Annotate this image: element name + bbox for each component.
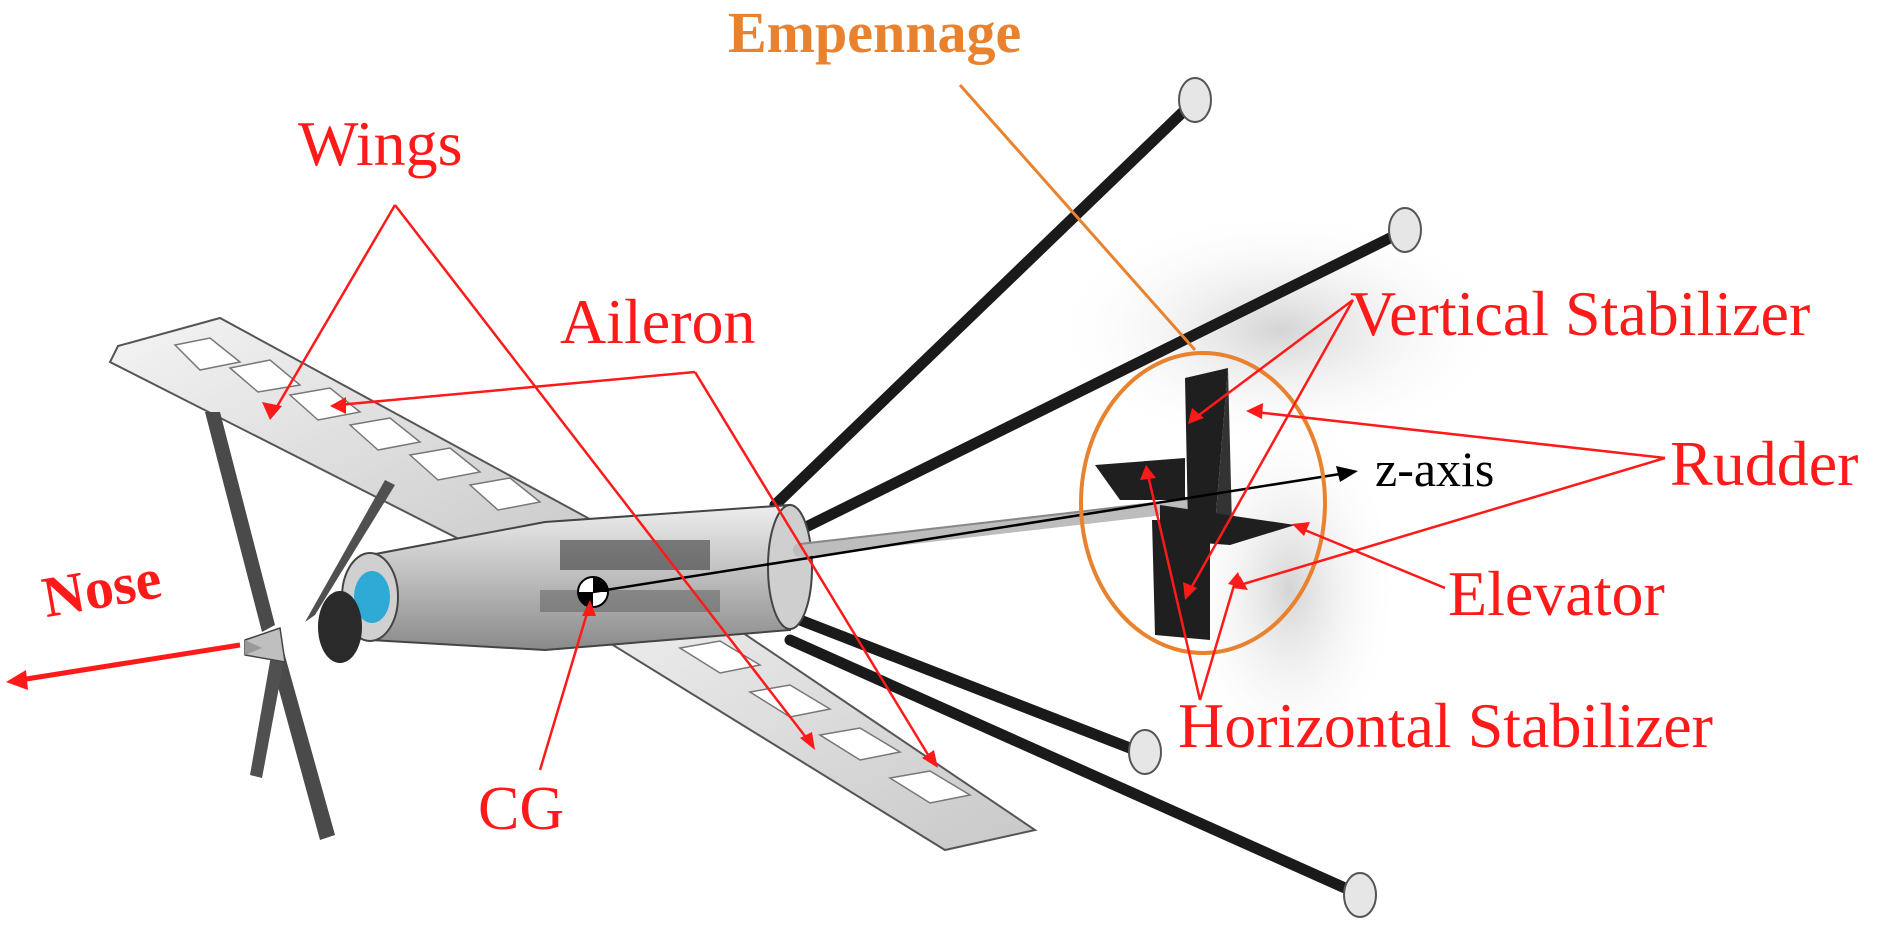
background-shadow [1050, 210, 1510, 450]
leader-lines [19, 204, 1666, 771]
empennage-marker [958, 84, 1327, 655]
support-rods [769, 77, 1422, 918]
label-empennage: Empennage [728, 0, 1022, 65]
arrowheads [6, 397, 1310, 768]
propeller [205, 412, 395, 840]
fuselage [341, 503, 813, 652]
background-shadow [1180, 410, 1400, 770]
z-axis-arrow [592, 466, 1358, 594]
label-rudder: Rudder [1670, 428, 1859, 499]
label-z-axis: z-axis [1375, 441, 1495, 497]
label-cg: CG [478, 775, 565, 843]
label-horizontal-stabilizer: Horizontal Stabilizer [1178, 690, 1713, 761]
label-aileron: Aileron [560, 286, 756, 357]
label-elevator: Elevator [1448, 558, 1665, 629]
label-wings: Wings [298, 108, 463, 179]
label-vertical-stabilizer: Vertical Stabilizer [1350, 278, 1811, 349]
